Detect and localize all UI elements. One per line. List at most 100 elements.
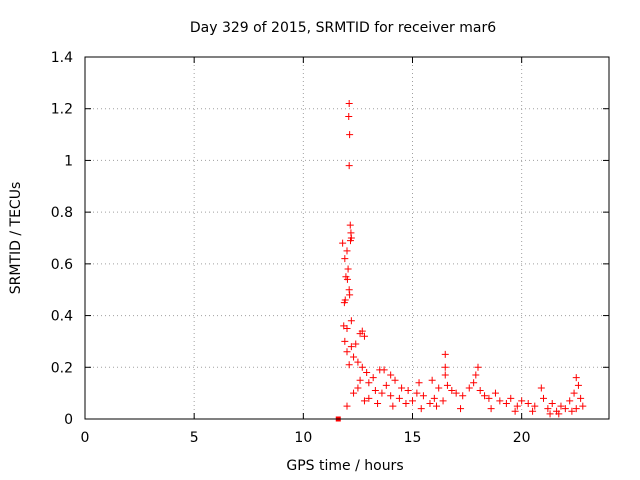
data-point <box>555 410 563 418</box>
data-point <box>341 255 349 263</box>
x-tick-label: 0 <box>81 430 90 446</box>
data-point <box>387 371 395 379</box>
data-point <box>531 402 539 410</box>
data-point <box>363 368 371 376</box>
y-tick-label: 1 <box>64 153 73 169</box>
data-point <box>518 397 526 405</box>
data-point <box>354 358 362 366</box>
data-point <box>481 392 489 400</box>
data-point <box>402 399 410 407</box>
data-point <box>443 381 451 389</box>
data-point <box>378 389 386 397</box>
data-point <box>487 405 495 413</box>
x-axis-label: GPS time / hours <box>286 458 403 474</box>
data-point <box>548 399 556 407</box>
data-point <box>352 340 360 348</box>
data-point <box>557 402 565 410</box>
data-point <box>566 397 574 405</box>
data-point <box>513 402 521 410</box>
data-point <box>356 376 364 384</box>
data-point <box>465 384 473 392</box>
data-point <box>428 376 436 384</box>
data-point <box>395 394 403 402</box>
data-point <box>340 299 348 307</box>
data-point <box>540 394 547 402</box>
data-point <box>433 402 441 410</box>
data-point <box>380 366 388 374</box>
data-point <box>345 162 353 170</box>
data-point <box>350 353 358 361</box>
data-point <box>346 237 354 245</box>
data-point <box>346 221 354 229</box>
data-point <box>476 387 484 395</box>
data-point <box>426 399 434 407</box>
data-point <box>346 291 354 299</box>
data-point <box>360 332 368 340</box>
y-tick-label: 1.4 <box>51 50 73 66</box>
data-point <box>387 392 395 400</box>
x-tick-label: 15 <box>404 430 422 446</box>
data-point <box>345 100 353 108</box>
y-axis-label: SRMTID / TECUs <box>8 182 24 295</box>
grid-lines <box>84 56 609 420</box>
data-point <box>398 384 406 392</box>
data-point <box>371 387 379 395</box>
y-tick-label: 0.8 <box>51 205 73 221</box>
data-point <box>343 247 351 255</box>
y-tick-label: 0.6 <box>51 257 73 273</box>
data-point <box>529 407 537 415</box>
data-point <box>374 399 382 407</box>
data-point <box>343 275 351 283</box>
data-point <box>544 405 552 413</box>
data-point <box>572 405 580 413</box>
data-point <box>417 405 425 413</box>
data-point <box>343 348 351 356</box>
data-point <box>441 363 449 371</box>
y-tick-label: 0 <box>64 412 73 428</box>
data-point <box>350 389 358 397</box>
data-point <box>502 399 510 407</box>
data-point <box>457 405 465 413</box>
data-point <box>415 379 423 387</box>
data-point <box>339 239 347 247</box>
data-point <box>354 384 362 392</box>
data-point <box>343 325 351 332</box>
data-point <box>413 389 421 397</box>
data-point <box>574 381 582 389</box>
data-point <box>472 371 480 379</box>
data-point <box>344 265 352 273</box>
y-tick-labels: 0 0.2 0.4 0.6 0.8 1 1.2 1.4 <box>51 50 73 428</box>
data-point <box>343 402 351 410</box>
data-point <box>568 407 576 415</box>
data-point <box>511 407 519 415</box>
data-point <box>391 376 399 384</box>
x-tick-label: 20 <box>513 430 531 446</box>
data-point <box>435 384 443 392</box>
data-point <box>459 392 467 400</box>
data-point <box>441 350 449 358</box>
data-point <box>358 363 366 371</box>
data-point <box>561 405 569 413</box>
data-point <box>345 112 353 120</box>
y-tick-label: 0.4 <box>51 309 73 325</box>
data-point <box>524 399 532 407</box>
data-point <box>570 389 578 397</box>
data-point <box>347 343 355 351</box>
x-tick-label: 10 <box>294 430 312 446</box>
data-point <box>491 389 499 397</box>
data-point <box>430 394 438 402</box>
data-point <box>441 371 449 379</box>
data-point <box>389 402 397 410</box>
x-tick-label: 5 <box>190 430 199 446</box>
data-point <box>404 387 412 395</box>
data-point <box>546 410 554 418</box>
data-point <box>496 397 504 405</box>
data-point <box>365 379 373 387</box>
data-point <box>356 330 364 338</box>
y-tick-label: 0.2 <box>51 360 73 376</box>
data-point <box>347 317 355 325</box>
data-point <box>577 394 585 402</box>
data-point <box>470 379 478 387</box>
chart-title: Day 329 of 2015, SRMTID for receiver mar… <box>190 20 496 36</box>
